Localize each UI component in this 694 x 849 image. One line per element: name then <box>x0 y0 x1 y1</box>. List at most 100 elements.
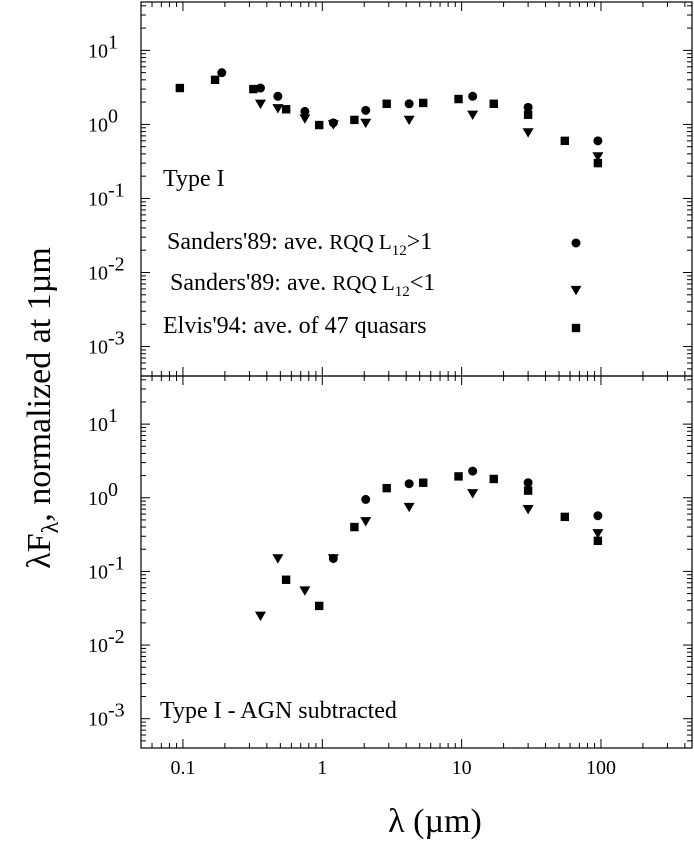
y-tick-base: 10 <box>88 709 108 731</box>
legend-entry-2-prefix: Sanders'89: ave. <box>170 270 332 296</box>
legend-entry-2-sub: 12 <box>395 284 410 300</box>
data-point-circle <box>361 105 371 115</box>
y-tick-exp: -2 <box>108 253 125 275</box>
y-tick-base: 10 <box>88 188 108 210</box>
legend-entry-1-sub: 12 <box>392 243 407 259</box>
data-point-square <box>382 483 391 493</box>
data-point-square <box>350 522 359 532</box>
y-tick-label: 10 <box>88 262 108 284</box>
data-point-square <box>419 478 428 487</box>
data-point-square <box>210 75 220 85</box>
data-points <box>175 68 604 621</box>
y-axis-label-sub: λ <box>38 521 64 533</box>
data-point-square <box>314 601 324 611</box>
legend-markers <box>570 238 582 333</box>
legend-marker-triangle-down <box>570 285 582 296</box>
data-point-triangle-down <box>299 114 311 124</box>
legend-marker-square <box>571 323 581 333</box>
y-tick-label: 10 <box>88 414 108 436</box>
data-point-circle <box>468 91 478 101</box>
x-tick-label: 0.1 <box>170 757 195 779</box>
data-point-triangle-down <box>403 115 415 126</box>
data-point-triangle-down <box>592 152 604 162</box>
y-tick-label: 10 <box>88 709 108 731</box>
data-point-triangle-down <box>254 611 266 621</box>
data-point-square <box>523 110 533 119</box>
legend-entry-1-suffix: >1 <box>407 229 433 255</box>
x-tick-label: 1 <box>317 757 327 779</box>
data-point-triangle-down <box>360 118 372 129</box>
x-tick-label: 100 <box>586 757 616 779</box>
legend-entry-1: Sanders'89: ave. RQQ L12>1 <box>167 229 432 259</box>
data-point-triangle-down <box>467 489 479 499</box>
axis-ticks <box>140 2 692 749</box>
data-point-square <box>281 105 291 114</box>
data-point-square <box>489 99 498 108</box>
legend-entry-1-mid: RQQ L <box>329 230 391 254</box>
y-tick-exp: 0 <box>108 479 118 501</box>
y-tick-label: 10 <box>88 488 108 510</box>
data-point-triangle-down <box>592 529 604 539</box>
data-point-triangle-down <box>272 554 284 564</box>
data-point-square <box>454 472 463 481</box>
y-tick-label: 10 <box>88 188 108 210</box>
data-point-square <box>281 575 291 584</box>
data-point-circle <box>404 99 414 109</box>
legend-entry-3-prefix: Elvis'94: ave. of 47 quasars <box>163 313 427 339</box>
y-tick-exp: -2 <box>108 626 125 648</box>
data-point-square <box>382 99 391 108</box>
data-point-triangle-down <box>522 505 534 515</box>
y-tick-base: 10 <box>88 488 108 510</box>
data-point-triangle-down <box>327 554 339 564</box>
data-point-square <box>593 158 603 168</box>
data-point-triangle-down <box>360 517 372 527</box>
data-point-square <box>350 115 359 125</box>
data-point-circle <box>468 466 478 476</box>
y-tick-label: 10 <box>88 337 108 359</box>
y-tick-exp: -1 <box>108 179 125 201</box>
data-point-square <box>489 474 498 484</box>
data-point-square <box>560 136 569 146</box>
data-point-triangle-down <box>299 586 311 596</box>
data-point-circle <box>593 511 603 521</box>
data-point-triangle-down <box>403 502 415 513</box>
data-point-square <box>314 120 324 130</box>
data-point-triangle-down <box>254 99 266 109</box>
top-panel-label: Type I <box>163 166 225 192</box>
data-point-square <box>560 512 569 522</box>
data-point-circle <box>523 102 533 112</box>
data-point-circle <box>523 478 533 488</box>
data-point-square <box>419 98 428 108</box>
data-point-circle <box>593 136 603 146</box>
y-tick-exp: -3 <box>108 328 125 350</box>
y-tick-base: 10 <box>88 635 108 657</box>
data-point-circle <box>217 68 227 78</box>
x-tick-label: 10 <box>452 757 472 779</box>
legend-entry-1-prefix: Sanders'89: ave. <box>167 229 329 255</box>
data-point-circle <box>255 83 265 93</box>
data-point-circle <box>300 106 310 116</box>
y-tick-exp: 1 <box>108 31 118 53</box>
y-tick-labels: 10 -310 -210 -110 010 110 -310 -210 -110 010 1 <box>88 31 125 730</box>
data-point-circle <box>273 91 283 101</box>
y-tick-exp: 1 <box>108 405 118 427</box>
legend-marker-circle <box>571 238 581 248</box>
legend-entry-2-mid: RQQ L <box>332 271 394 295</box>
y-tick-base: 10 <box>88 114 108 136</box>
y-tick-exp: 0 <box>108 105 118 127</box>
y-tick-label: 10 <box>88 635 108 657</box>
y-tick-label: 10 <box>88 40 108 62</box>
y-axis-label: λFλ, normalized at 1µm <box>21 247 64 569</box>
data-point-triangle-down <box>467 110 479 120</box>
y-tick-base: 10 <box>88 262 108 284</box>
data-point-square <box>175 83 185 93</box>
legend: Sanders'89: ave. RQQ L12>1 Sanders'89: a… <box>163 229 582 339</box>
data-point-triangle-down <box>327 120 339 130</box>
y-axis-label-rest: , normalized at 1µm <box>21 247 58 522</box>
data-point-square <box>523 486 533 495</box>
data-point-square <box>454 94 463 104</box>
y-tick-base: 10 <box>88 337 108 359</box>
bottom-panel-label: Type I - AGN subtracted <box>160 698 397 724</box>
data-point-triangle-down <box>272 104 284 114</box>
